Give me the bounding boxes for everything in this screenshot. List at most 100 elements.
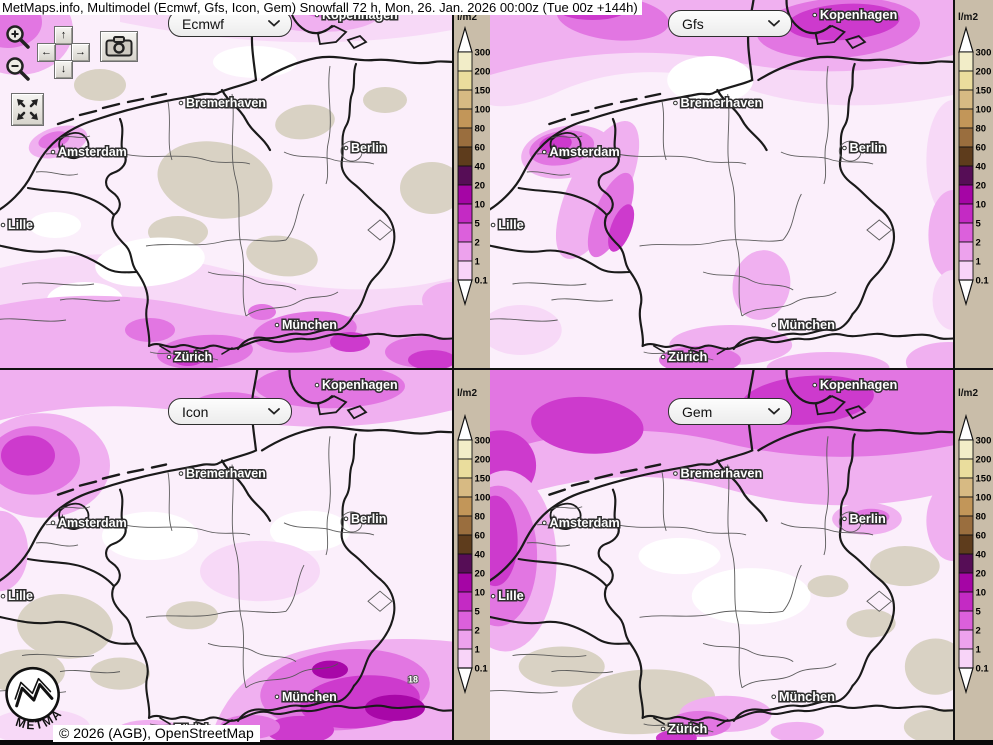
land-patch xyxy=(518,646,605,687)
city-label-bremerhaven: Bremerhaven xyxy=(681,467,763,481)
city-marker xyxy=(771,694,777,700)
snowfall-contour xyxy=(766,352,890,368)
snowfall-contour xyxy=(248,304,276,320)
legend-cell xyxy=(457,260,473,281)
model-select-gem[interactable]: Gem xyxy=(668,398,792,425)
model-select-gfs[interactable]: Gfs xyxy=(668,10,792,37)
city-marker xyxy=(490,222,496,228)
city-label-münchen: München xyxy=(282,318,337,332)
land-patch xyxy=(275,104,335,140)
city-label-bremerhaven: Bremerhaven xyxy=(186,96,266,110)
city-marker xyxy=(50,149,56,155)
legend-tick: 10 xyxy=(976,200,987,211)
legend-tick: 0.1 xyxy=(475,276,489,287)
pan-right-button[interactable]: → xyxy=(71,43,90,62)
legend-cell xyxy=(457,648,473,669)
snowfall-contour xyxy=(490,305,562,355)
snowfall-contour xyxy=(330,332,370,352)
legend-arrow-up xyxy=(457,414,473,441)
snowfall-contour xyxy=(732,250,791,320)
city-marker xyxy=(541,520,547,526)
copyright-text: © 2026 (AGB), OpenStreetMap xyxy=(59,725,254,741)
map-gem[interactable]: Kopenhagen Bremerhaven Berlin Amsterdam Lill… xyxy=(490,370,953,740)
screenshot-button[interactable] xyxy=(100,31,138,62)
snowfall-contour xyxy=(852,508,890,525)
snowfall-contour xyxy=(422,282,452,318)
legend-tick: 2 xyxy=(475,238,480,249)
legend-cell xyxy=(958,439,974,460)
city-label-kopenhagen: Kopenhagen xyxy=(322,378,398,392)
panel-gfs: Kopenhagen Bremerhaven Berlin Amsterdam Lill… xyxy=(490,0,953,370)
map-icon[interactable]: Kopenhagen Bremerhaven Berlin Amsterdam Lill… xyxy=(0,370,452,740)
legend-tick: 1 xyxy=(475,645,481,656)
zoom-in-button[interactable] xyxy=(4,24,30,50)
city-marker xyxy=(274,322,280,328)
snowfall-contour xyxy=(531,396,644,454)
legend-tick: 150 xyxy=(976,474,992,485)
legend-cell xyxy=(958,496,974,517)
model-select-value: Ecmwf xyxy=(182,15,224,32)
map-gfs[interactable]: Kopenhagen Bremerhaven Berlin Amsterdam Lill… xyxy=(490,0,953,368)
legend-tick: 0.1 xyxy=(976,276,990,287)
city-label-zürich: Zürich xyxy=(668,350,707,364)
legend-unit: l/m2 xyxy=(958,388,979,399)
city-label-amsterdam: Amsterdam xyxy=(549,516,619,530)
legend-cell xyxy=(958,553,974,574)
pan-left-button[interactable]: ← xyxy=(37,43,56,62)
legend-tick: 5 xyxy=(976,219,982,230)
legend-cell xyxy=(457,108,473,129)
pan-down-button[interactable]: ↓ xyxy=(54,60,73,79)
legend-cell xyxy=(958,515,974,536)
chevron-down-icon xyxy=(268,20,280,27)
legend-tick: 40 xyxy=(475,162,486,173)
city-label-lille: Lille xyxy=(8,589,33,603)
legend-tick: 40 xyxy=(475,550,486,561)
chevron-down-icon xyxy=(268,408,280,415)
legend-arrow-down xyxy=(457,667,473,695)
legend-cell xyxy=(457,165,473,186)
legend-unit: l/m2 xyxy=(958,12,979,23)
legend-scale: 300 200 150 100 80 60 40 20 10 5 2 1 0.1 xyxy=(457,26,491,307)
city-label-münchen: München xyxy=(779,318,835,332)
land-patch xyxy=(166,601,218,630)
legend-cell xyxy=(457,70,473,91)
legend-cell xyxy=(958,165,974,186)
legend-tick: 150 xyxy=(976,86,992,97)
legend-cell xyxy=(958,51,974,72)
legend-arrow-up xyxy=(457,26,473,53)
map-ecmwf[interactable]: KopenhagenBremerhavenBerlinAmsterdamLill… xyxy=(0,0,452,368)
zoom-out-button[interactable] xyxy=(4,56,30,82)
fullscreen-button[interactable] xyxy=(11,93,44,126)
legend-tick: 300 xyxy=(475,436,491,447)
chevron-down-icon xyxy=(768,20,780,27)
snowfall-contour xyxy=(125,318,175,342)
camera-icon xyxy=(105,36,133,57)
city-marker xyxy=(673,471,678,476)
copyright-bar[interactable]: © 2026 (AGB), OpenStreetMap xyxy=(53,725,260,742)
city-label-bremerhaven: Bremerhaven xyxy=(186,467,266,481)
legend-tick: 0.1 xyxy=(976,664,990,675)
pan-up-button[interactable]: ↑ xyxy=(54,26,73,45)
legend-tick: 200 xyxy=(475,67,491,78)
city-label-kopenhagen: Kopenhagen xyxy=(820,8,897,22)
value-label: 18 xyxy=(408,675,418,685)
legend-tick: 5 xyxy=(475,219,481,230)
model-select-icon[interactable]: Icon xyxy=(168,398,292,425)
snowfall-contour xyxy=(213,46,297,78)
snowfall-contour xyxy=(1,435,55,476)
city-marker xyxy=(343,516,349,522)
land-patch xyxy=(903,708,953,740)
land-patch xyxy=(846,609,896,638)
model-select-value: Icon xyxy=(182,403,209,420)
legend-cell xyxy=(958,184,974,205)
legend-cell xyxy=(958,108,974,129)
snowfall-contour xyxy=(200,540,320,602)
legend-cell xyxy=(958,203,974,224)
legend-tick: 60 xyxy=(976,143,987,154)
panel-ecmwf: Kopenhagen Bremerhaven Berlin Amsterdam Lill… xyxy=(0,0,452,370)
snowfall-contour xyxy=(655,729,697,740)
city-marker xyxy=(314,382,320,388)
city-marker xyxy=(0,593,6,599)
model-select-value: Gfs xyxy=(682,15,704,32)
